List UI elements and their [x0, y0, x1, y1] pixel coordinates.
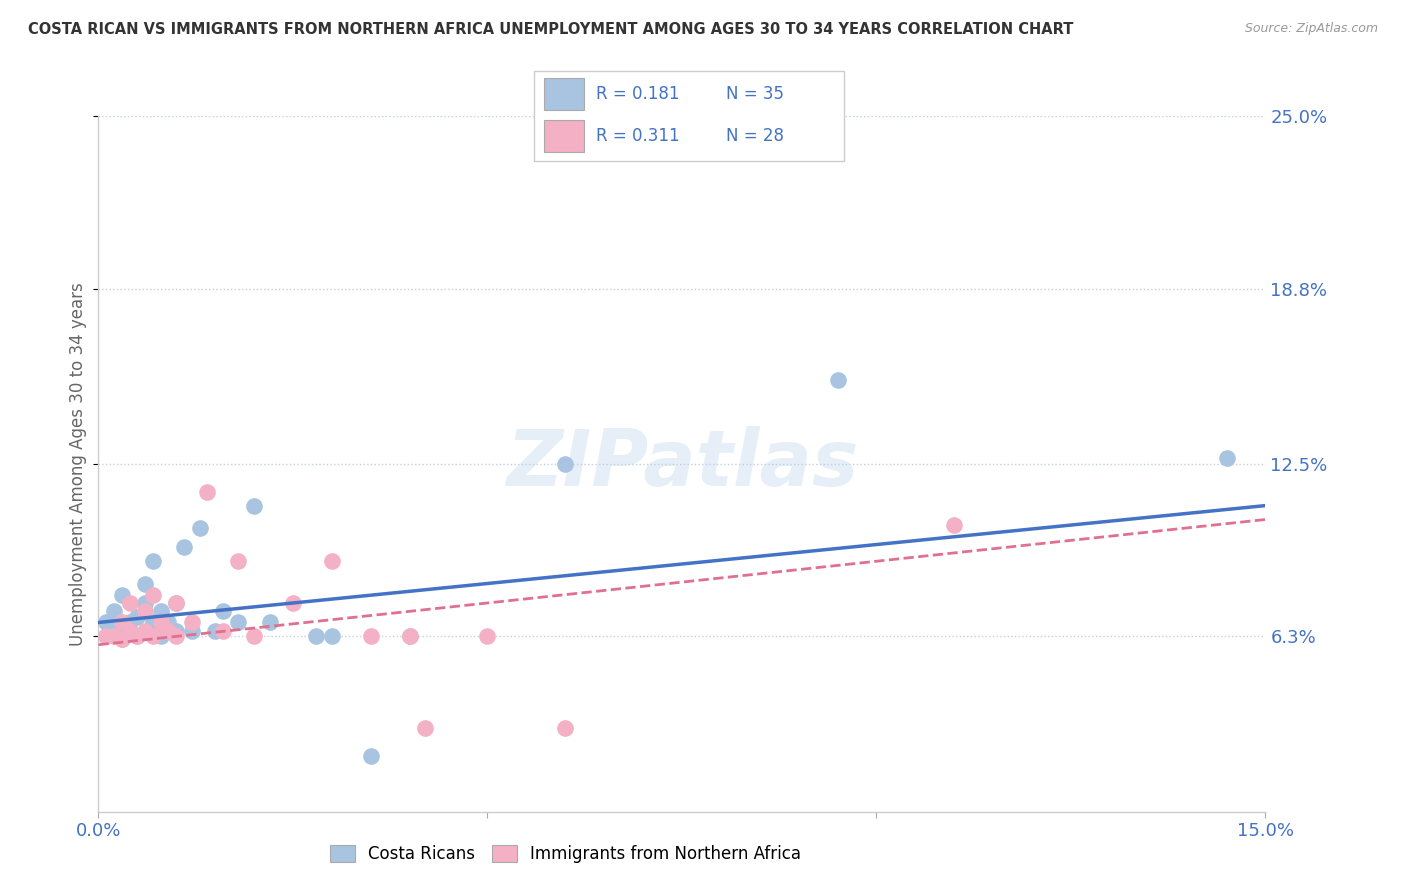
- Point: [243, 499, 266, 513]
- Point: [165, 624, 187, 638]
- Point: [180, 615, 202, 630]
- Point: [118, 596, 141, 610]
- Point: [96, 629, 118, 643]
- Point: [149, 615, 172, 630]
- Point: [188, 521, 211, 535]
- Point: [477, 629, 499, 643]
- Point: [321, 629, 343, 643]
- Point: [212, 604, 235, 618]
- Text: R = 0.181: R = 0.181: [596, 85, 679, 103]
- Point: [1215, 451, 1237, 466]
- FancyBboxPatch shape: [544, 120, 583, 152]
- FancyBboxPatch shape: [534, 71, 844, 161]
- Point: [142, 629, 165, 643]
- Point: [127, 629, 149, 643]
- Point: [111, 632, 134, 647]
- Point: [157, 615, 180, 630]
- Point: [149, 604, 172, 618]
- Point: [165, 629, 187, 643]
- Point: [827, 373, 849, 387]
- Point: [204, 624, 226, 638]
- Point: [111, 588, 134, 602]
- Point: [228, 615, 250, 630]
- Point: [195, 484, 218, 499]
- Point: [142, 615, 165, 630]
- Point: [111, 615, 134, 630]
- Point: [281, 596, 304, 610]
- Point: [554, 721, 576, 735]
- Point: [96, 629, 118, 643]
- Text: Source: ZipAtlas.com: Source: ZipAtlas.com: [1244, 22, 1378, 36]
- Point: [360, 629, 382, 643]
- Point: [118, 624, 141, 638]
- Point: [103, 604, 125, 618]
- Point: [127, 610, 149, 624]
- Point: [554, 457, 576, 471]
- Point: [259, 615, 281, 630]
- Point: [134, 604, 156, 618]
- Text: ZIPatlas: ZIPatlas: [506, 425, 858, 502]
- Point: [118, 615, 141, 630]
- Point: [165, 596, 187, 610]
- Point: [127, 629, 149, 643]
- Point: [157, 624, 180, 638]
- Point: [212, 624, 235, 638]
- Point: [103, 629, 125, 643]
- Text: COSTA RICAN VS IMMIGRANTS FROM NORTHERN AFRICA UNEMPLOYMENT AMONG AGES 30 TO 34 : COSTA RICAN VS IMMIGRANTS FROM NORTHERN …: [28, 22, 1074, 37]
- Point: [180, 624, 202, 638]
- FancyBboxPatch shape: [544, 78, 583, 110]
- Point: [243, 629, 266, 643]
- Text: N = 28: N = 28: [725, 127, 785, 145]
- Point: [360, 749, 382, 764]
- Point: [142, 588, 165, 602]
- Legend: Costa Ricans, Immigrants from Northern Africa: Costa Ricans, Immigrants from Northern A…: [323, 838, 807, 870]
- Point: [398, 629, 420, 643]
- Text: R = 0.311: R = 0.311: [596, 127, 679, 145]
- Point: [103, 624, 125, 638]
- Point: [111, 632, 134, 647]
- Point: [111, 624, 134, 638]
- Point: [173, 541, 195, 555]
- Point: [134, 596, 156, 610]
- Point: [943, 518, 966, 533]
- Point: [149, 629, 172, 643]
- Point: [321, 554, 343, 568]
- Point: [142, 554, 165, 568]
- Point: [96, 615, 118, 630]
- Y-axis label: Unemployment Among Ages 30 to 34 years: Unemployment Among Ages 30 to 34 years: [69, 282, 87, 646]
- Point: [134, 576, 156, 591]
- Point: [305, 629, 328, 643]
- Point: [413, 721, 436, 735]
- Point: [134, 624, 156, 638]
- Text: N = 35: N = 35: [725, 85, 785, 103]
- Point: [157, 624, 180, 638]
- Point: [165, 596, 187, 610]
- Point: [398, 629, 420, 643]
- Point: [228, 554, 250, 568]
